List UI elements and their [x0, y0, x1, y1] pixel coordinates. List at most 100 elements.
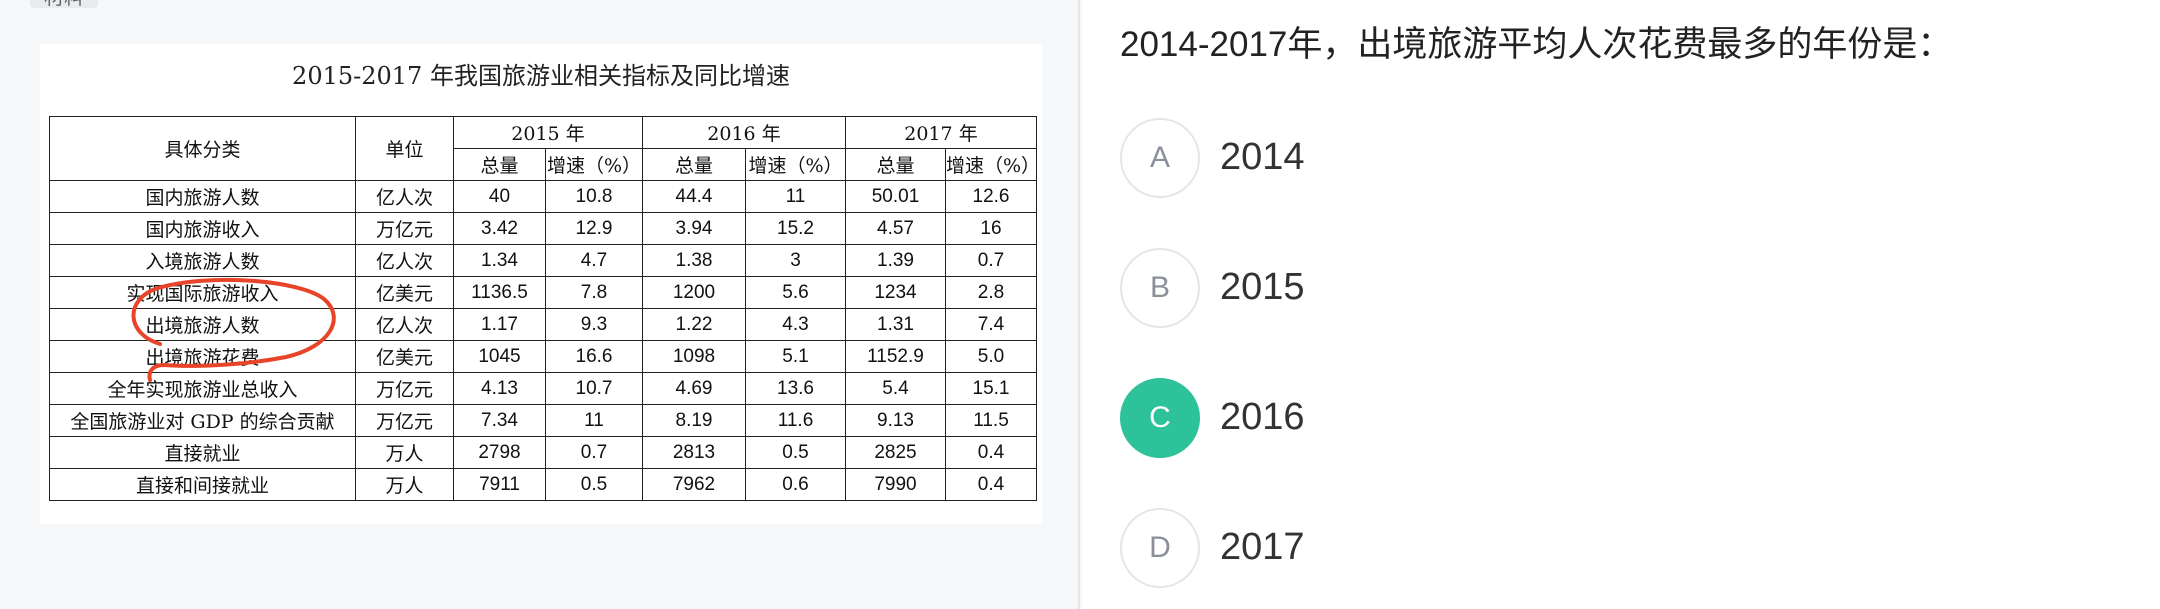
option-b[interactable]: B 2015: [1120, 248, 1720, 332]
cell-growth: 0.5: [545, 468, 643, 501]
cell-growth: 5.0: [945, 340, 1037, 373]
cell-growth: 0.4: [945, 436, 1037, 469]
option-text[interactable]: 2014: [1220, 136, 1305, 178]
cell-growth: 11: [545, 404, 643, 437]
header-total: 总量: [453, 148, 546, 181]
table-row: 国内旅游收入 万亿元 3.42 12.9 3.94 15.2 4.57 16: [49, 212, 1037, 245]
material-pane: 材料 2015-2017 年我国旅游业相关指标及同比增速 具体分类 单位 201…: [30, 0, 1080, 609]
option-letter-badge[interactable]: A: [1120, 118, 1200, 198]
cell-total: 1.22: [642, 308, 746, 341]
cell-total: 2813: [642, 436, 746, 469]
cell-total: 7911: [453, 468, 546, 501]
table-row: 直接和间接就业 万人 7911 0.5 7962 0.6 7990 0.4: [49, 468, 1037, 501]
row-category: 实现国际旅游收入: [49, 276, 356, 309]
row-unit: 亿美元: [355, 276, 454, 309]
cell-growth: 16: [945, 212, 1037, 245]
header-growth: 增速（%）: [945, 148, 1037, 181]
data-table: 具体分类 单位 2015 年 2016 年 2017 年 总量 增速（%） 总量…: [49, 116, 1037, 501]
cell-growth: 11.5: [945, 404, 1037, 437]
row-unit: 万亿元: [355, 404, 454, 437]
cell-growth: 4.7: [545, 244, 643, 277]
option-text[interactable]: 2015: [1220, 266, 1305, 308]
cell-total: 1.31: [845, 308, 946, 341]
cell-total: 9.13: [845, 404, 946, 437]
table-body: 国内旅游人数 亿人次 40 10.8 44.4 11 50.01 12.6 国内旅游收入 万亿元 3…: [49, 180, 1037, 501]
cell-growth: 0.7: [945, 244, 1037, 277]
cell-growth: 12.6: [945, 180, 1037, 213]
cell-total: 5.4: [845, 372, 946, 405]
row-category: 入境旅游人数: [49, 244, 356, 277]
cell-growth: 3: [745, 244, 846, 277]
cell-total: 7990: [845, 468, 946, 501]
option-c[interactable]: C 2016: [1120, 378, 1720, 462]
cell-growth: 5.6: [745, 276, 846, 309]
option-text[interactable]: 2017: [1220, 526, 1305, 568]
option-letter-badge[interactable]: C: [1120, 378, 1200, 458]
table-row: 实现国际旅游收入 亿美元 1136.5 7.8 1200 5.6 1234 2.8: [49, 276, 1037, 309]
cell-growth: 7.8: [545, 276, 643, 309]
header-growth: 增速（%）: [745, 148, 846, 181]
material-tab-label: 材料: [30, 0, 98, 8]
option-a[interactable]: A 2014: [1120, 118, 1720, 202]
cell-total: 3.42: [453, 212, 546, 245]
cell-total: 1.34: [453, 244, 546, 277]
cell-total: 1200: [642, 276, 746, 309]
cell-growth: 2.8: [945, 276, 1037, 309]
table-row: 入境旅游人数 亿人次 1.34 4.7 1.38 3 1.39 0.7: [49, 244, 1037, 277]
table-row: 出境旅游人数 亿人次 1.17 9.3 1.22 4.3 1.31 7.4: [49, 308, 1037, 341]
header-year-2017: 2017 年: [845, 116, 1037, 149]
table-row: 直接就业 万人 2798 0.7 2813 0.5 2825 0.4: [49, 436, 1037, 469]
header-unit: 单位: [355, 116, 454, 181]
cell-total: 4.69: [642, 372, 746, 405]
option-letter-badge[interactable]: B: [1120, 248, 1200, 328]
cell-growth: 11.6: [745, 404, 846, 437]
row-unit: 万人: [355, 436, 454, 469]
cell-total: 1.39: [845, 244, 946, 277]
header-total: 总量: [642, 148, 746, 181]
header-year-2016: 2016 年: [642, 116, 846, 149]
cell-total: 1136.5: [453, 276, 546, 309]
cell-growth: 15.2: [745, 212, 846, 245]
cell-growth: 0.7: [545, 436, 643, 469]
cell-total: 1.17: [453, 308, 546, 341]
cell-total: 1.38: [642, 244, 746, 277]
cell-growth: 13.6: [745, 372, 846, 405]
row-unit: 万亿元: [355, 372, 454, 405]
row-category: 出境旅游人数: [49, 308, 356, 341]
cell-total: 2798: [453, 436, 546, 469]
row-unit: 亿美元: [355, 340, 454, 373]
cell-total: 3.94: [642, 212, 746, 245]
header-year-2015: 2015 年: [453, 116, 643, 149]
cell-total: 8.19: [642, 404, 746, 437]
cell-growth: 0.4: [945, 468, 1037, 501]
cell-total: 1152.9: [845, 340, 946, 373]
row-unit: 亿人次: [355, 308, 454, 341]
row-category: 直接和间接就业: [49, 468, 356, 501]
cell-growth: 4.3: [745, 308, 846, 341]
table-row: 国内旅游人数 亿人次 40 10.8 44.4 11 50.01 12.6: [49, 180, 1037, 213]
header-category: 具体分类: [49, 116, 356, 181]
cell-total: 4.57: [845, 212, 946, 245]
cell-growth: 11: [745, 180, 846, 213]
table-row: 全年实现旅游业总收入 万亿元 4.13 10.7 4.69 13.6 5.4 15.1: [49, 372, 1037, 405]
cell-total: 7.34: [453, 404, 546, 437]
table-row: 全国旅游业对 GDP 的综合贡献 万亿元 7.34 11 8.19 11.6 9.13 11.…: [49, 404, 1037, 437]
material-card: 2015-2017 年我国旅游业相关指标及同比增速 具体分类 单位 2015 年…: [40, 44, 1042, 524]
cell-total: 4.13: [453, 372, 546, 405]
row-category: 国内旅游人数: [49, 180, 356, 213]
option-letter-badge[interactable]: D: [1120, 508, 1200, 588]
row-category: 直接就业: [49, 436, 356, 469]
cell-growth: 5.1: [745, 340, 846, 373]
cell-growth: 0.5: [745, 436, 846, 469]
row-unit: 万人: [355, 468, 454, 501]
row-category: 全国旅游业对 GDP 的综合贡献: [49, 404, 356, 437]
question-pane: 2014-2017年，出境旅游平均人次花费最多的年份是： A 2014 B 2015 C…: [1082, 0, 2160, 609]
cell-growth: 9.3: [545, 308, 643, 341]
cell-total: 1234: [845, 276, 946, 309]
row-category: 出境旅游花费: [49, 340, 356, 373]
cell-total: 40: [453, 180, 546, 213]
cell-total: 1045: [453, 340, 546, 373]
option-text[interactable]: 2016: [1220, 396, 1305, 438]
cell-total: 1098: [642, 340, 746, 373]
option-d[interactable]: D 2017: [1120, 508, 1720, 592]
